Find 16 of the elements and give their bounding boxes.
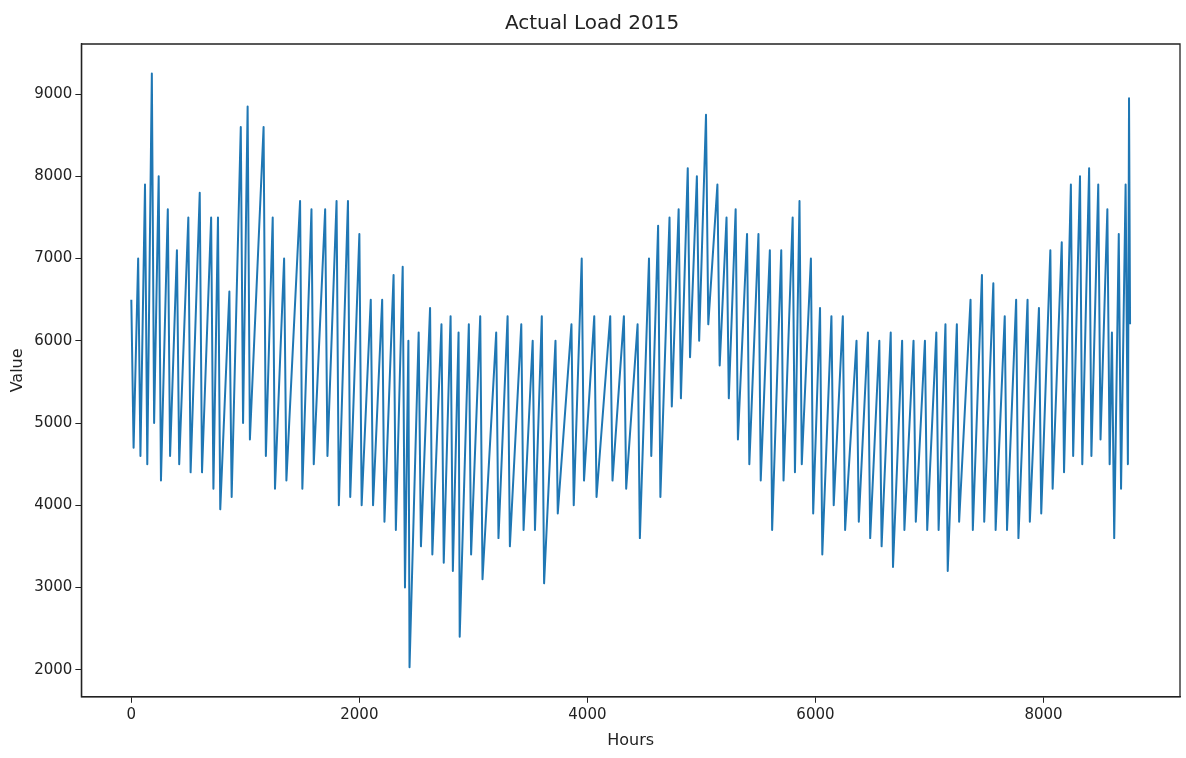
y-tick-label: 9000 <box>34 84 73 103</box>
x-tick-label: 8000 <box>1024 704 1063 723</box>
y-tick-label: 8000 <box>34 166 73 185</box>
y-tick-label: 5000 <box>34 412 73 431</box>
y-tick-label: 2000 <box>34 659 73 678</box>
x-tick-label: 0 <box>126 704 137 723</box>
y-axis-title: Value <box>6 348 26 393</box>
chart-title: Actual Load 2015 <box>504 10 680 35</box>
x-tick-label: 4000 <box>568 704 607 723</box>
x-tick-label: 2000 <box>340 704 379 723</box>
x-axis-title: Hours <box>607 729 655 749</box>
y-tick-label: 7000 <box>34 248 73 267</box>
y-tick-label: 4000 <box>34 495 73 514</box>
x-tick-label: 6000 <box>796 704 835 723</box>
y-tick-label: 6000 <box>34 330 73 349</box>
y-tick-label: 3000 <box>34 577 73 596</box>
